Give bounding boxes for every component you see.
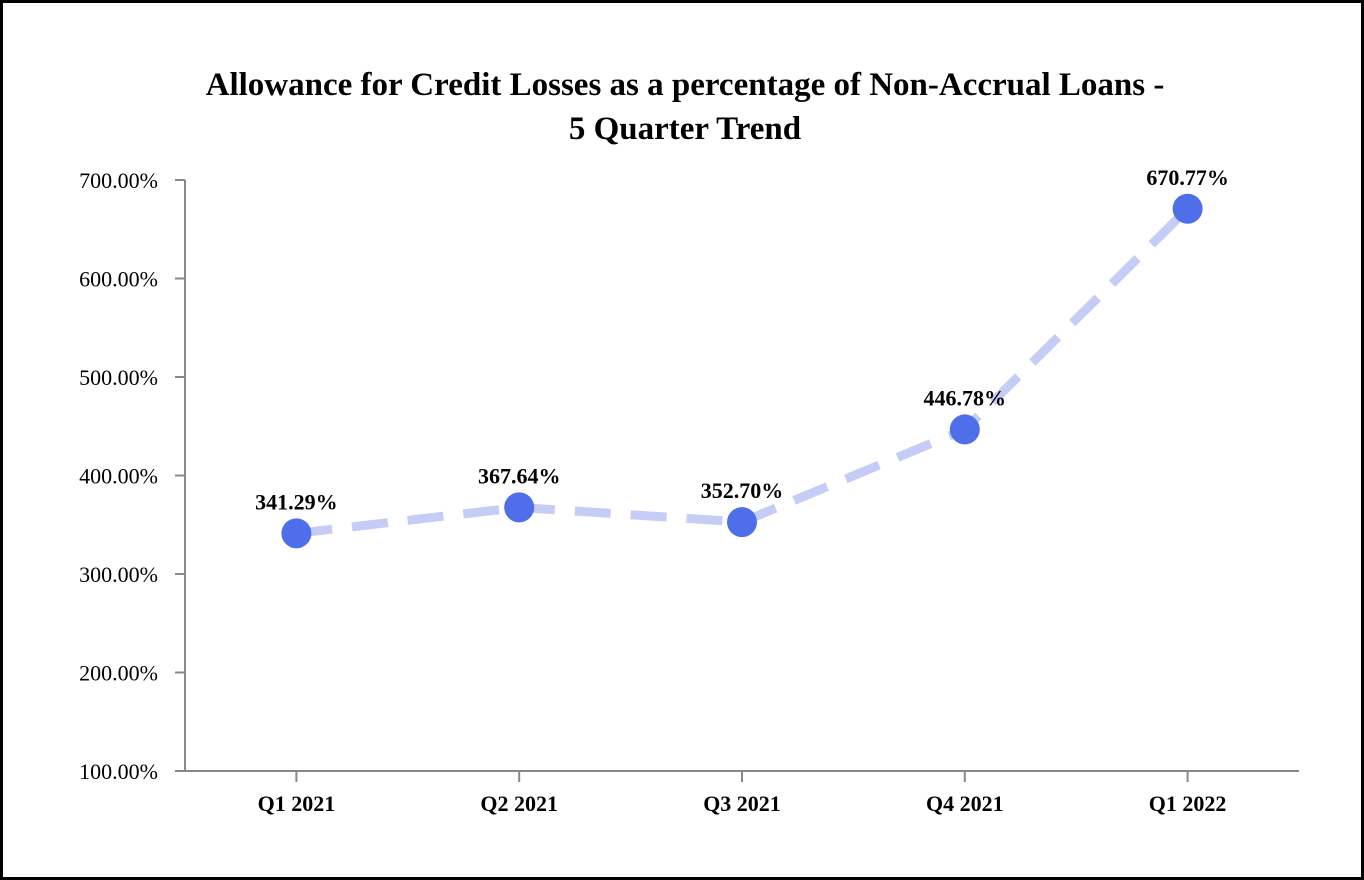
- x-tick-label: Q1 2021: [258, 791, 336, 816]
- x-tick-label: Q1 2022: [1149, 791, 1227, 816]
- chart-title: Allowance for Credit Losses as a percent…: [63, 63, 1307, 151]
- labels: 100.00% 200.00% 300.00% 400.00% 500.00% 600.0…: [79, 165, 1229, 816]
- series: [281, 193, 1203, 549]
- chart-title-line-1: Allowance for Credit Losses as a percent…: [205, 67, 1165, 103]
- series-line: [295, 205, 1191, 538]
- chart-title-line-2: 5 Quarter Trend: [568, 111, 802, 147]
- axes: [175, 179, 1299, 782]
- y-tick-label: 600.00%: [79, 267, 158, 292]
- x-tick-label: Q3 2021: [703, 791, 781, 816]
- x-tick-label: Q4 2021: [926, 791, 1004, 816]
- data-point: [504, 492, 535, 523]
- data-label: 446.78%: [924, 385, 1007, 410]
- y-tick-label: 400.00%: [79, 464, 158, 489]
- y-tick-label: 700.00%: [79, 168, 158, 193]
- data-point: [949, 414, 980, 445]
- data-point: [727, 507, 757, 538]
- y-tick-label: 300.00%: [79, 562, 158, 587]
- data-label: 352.70%: [701, 478, 784, 503]
- y-tick-label: 100.00%: [79, 759, 158, 784]
- data-point: [281, 518, 312, 549]
- y-tick-label: 500.00%: [79, 365, 158, 390]
- data-point: [1172, 193, 1203, 224]
- data-label: 367.64%: [478, 463, 561, 488]
- data-label: 670.77%: [1146, 165, 1229, 190]
- data-label: 341.29%: [255, 489, 338, 514]
- y-tick-label: 200.00%: [79, 661, 158, 686]
- x-tick-label: Q2 2021: [480, 791, 558, 816]
